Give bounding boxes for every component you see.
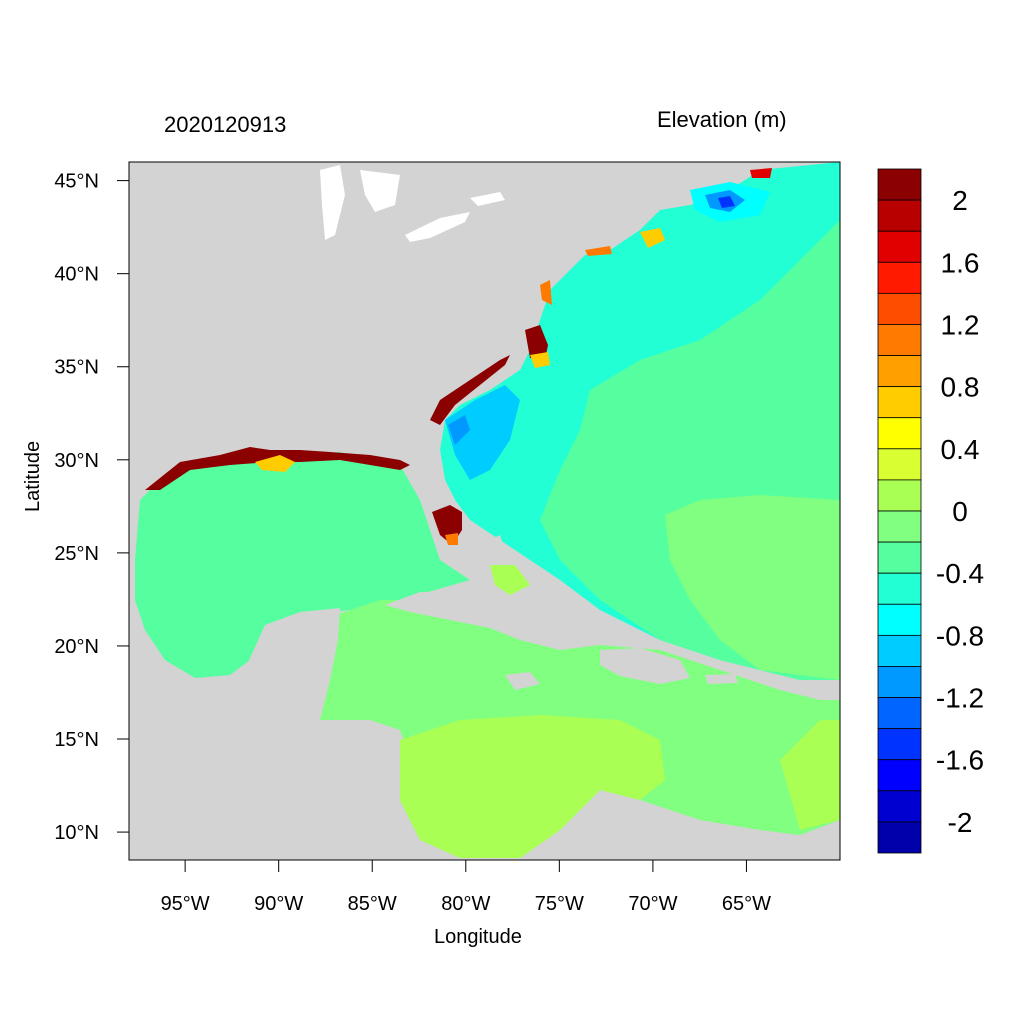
plot-frame	[128, 161, 841, 861]
east-coast-surge	[430, 355, 510, 425]
colorbar-swatch	[877, 168, 922, 201]
axis-ticks: 95°W 90°W 85°W 80°W 75°W 70°W 65°W 45°N 40°N 35°N…	[54, 171, 771, 915]
chart-title: Elevation (m)	[657, 107, 787, 132]
x-tick-label: 75°W	[535, 893, 584, 915]
x-tick-label: 85°W	[348, 893, 397, 915]
colorbar-swatch	[877, 417, 922, 450]
atlantic-lightgreen-zone	[665, 495, 840, 680]
colorbar-swatch	[877, 821, 922, 854]
y-tick-label: 30°N	[54, 450, 99, 472]
colorbar-label: -1.2	[936, 683, 984, 714]
colorbar-swatch	[877, 634, 922, 667]
y-tick-label: 10°N	[54, 822, 99, 844]
gulf-of-maine-low-core	[718, 196, 735, 208]
y-tick-label: 40°N	[54, 264, 99, 286]
x-tick-label: 65°W	[722, 893, 771, 915]
colorbar-swatch	[877, 790, 922, 823]
y-tick-label: 35°N	[54, 357, 99, 379]
y-tick-label: 15°N	[54, 729, 99, 751]
puerto-rico	[705, 674, 738, 684]
colorbar-label: 1.6	[941, 247, 980, 278]
x-axis-label: Longitude	[434, 926, 522, 948]
colorbar-label: 1.2	[941, 309, 980, 340]
colorbar-swatch	[877, 697, 922, 730]
bahamas	[490, 535, 508, 565]
x-tick-label: 95°W	[161, 893, 210, 915]
carolina-surge-edge	[530, 352, 550, 368]
date-label: 2020120913	[164, 112, 287, 137]
colorbar-swatch	[877, 510, 922, 543]
bahamas-ring	[490, 565, 530, 595]
colorbar-label: 0	[952, 496, 968, 527]
gulf-coast-surge	[145, 447, 410, 490]
colorbar-label: 2	[952, 185, 968, 216]
y-axis-label: Latitude	[22, 440, 44, 512]
colorbar-swatch	[877, 448, 922, 481]
colorbar-swatch	[877, 603, 922, 636]
colorbar-label: 0.4	[941, 434, 980, 465]
lake-ontario	[470, 192, 505, 206]
lake-erie	[405, 212, 470, 242]
colorbar-swatch	[877, 386, 922, 419]
east-caribbean-zone	[780, 720, 840, 830]
map-area	[129, 162, 840, 860]
colorbar-swatch	[877, 355, 922, 388]
chesapeake-surge	[540, 280, 552, 305]
lake-huron	[360, 170, 400, 212]
colorbar-swatch	[877, 759, 922, 792]
colorbar-label: -0.4	[936, 558, 984, 589]
y-tick-label: 20°N	[54, 636, 99, 658]
nova-scotia-surge	[750, 168, 772, 178]
georgia-low-core	[448, 415, 470, 445]
hispaniola	[600, 648, 690, 684]
colorbar: 2 1.6 1.2 0.8 0.4 0 -0.4 -0.8 -1.2 -1.6 -2	[877, 168, 984, 854]
y-tick-label: 25°N	[54, 543, 99, 565]
colorbar-swatch	[877, 541, 922, 574]
carolina-surge	[525, 325, 548, 360]
cuba	[385, 592, 600, 650]
colorbar-swatch	[877, 572, 922, 605]
colorbar-swatch	[877, 324, 922, 356]
long-island-surge	[585, 246, 612, 256]
gulf-of-mexico	[135, 452, 470, 678]
colorbar-swatch	[877, 479, 922, 512]
caribbean-south-zone	[400, 715, 665, 858]
colorbar-label: -1.6	[936, 745, 984, 776]
y-tick-label: 45°N	[54, 171, 99, 193]
lake-michigan	[320, 165, 345, 240]
jamaica	[505, 672, 540, 690]
yucatan	[240, 608, 340, 720]
keys-surge	[445, 533, 458, 545]
colorbar-swatch	[877, 199, 922, 232]
colorbar-swatch	[877, 666, 922, 698]
colorbar-swatch	[877, 261, 922, 294]
colorbar-swatch	[877, 292, 922, 325]
x-tick-label: 90°W	[254, 893, 303, 915]
louisiana-surge	[255, 455, 295, 472]
x-tick-label: 70°W	[628, 893, 677, 915]
cape-cod-surge	[640, 228, 665, 248]
x-tick-label: 80°W	[441, 893, 490, 915]
georgia-low	[445, 385, 520, 480]
colorbar-swatch	[877, 728, 922, 761]
colorbar-label: -2	[948, 807, 973, 838]
colorbar-swatch	[877, 230, 922, 263]
colorbar-label: 0.8	[941, 372, 980, 403]
colorbar-label: -0.8	[936, 620, 984, 651]
